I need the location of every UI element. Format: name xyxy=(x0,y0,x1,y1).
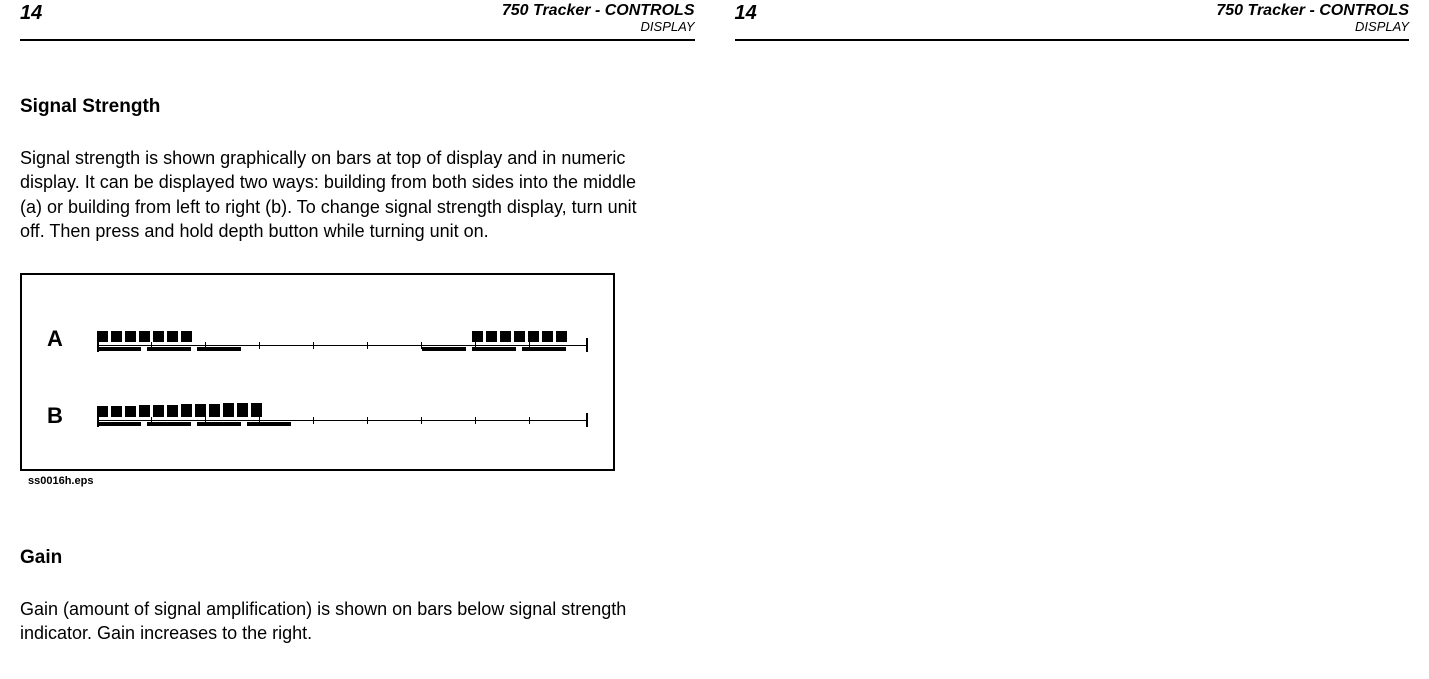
diagram-row-a: A xyxy=(47,305,588,372)
doc-title: 750 Tracker - CONTROLS xyxy=(502,2,695,20)
doc-subtitle: DISPLAY xyxy=(641,19,695,34)
bar-area-b xyxy=(97,399,588,429)
page-content: Signal Strength Signal strength is shown… xyxy=(20,41,695,646)
doc-subtitle-right: DISPLAY xyxy=(1355,19,1409,34)
heading-signal-strength: Signal Strength xyxy=(20,96,695,118)
diagram-label-a: A xyxy=(47,326,97,352)
page-number-right: 14 xyxy=(735,2,757,25)
diagram-row-b: B xyxy=(47,372,588,439)
page-number: 14 xyxy=(20,2,42,25)
body-gain: Gain (amount of signal amplification) is… xyxy=(20,597,640,646)
doc-title-right: 750 Tracker - CONTROLS xyxy=(1216,2,1409,20)
page-right: 14 750 Tracker - CONTROLS DISPLAY xyxy=(715,0,1429,679)
heading-gain: Gain xyxy=(20,547,695,569)
body-signal-strength: Signal strength is shown graphically on … xyxy=(20,146,640,243)
header-right-2: 750 Tracker - CONTROLS DISPLAY xyxy=(757,2,1409,34)
diagram-caption: ss0016h.eps xyxy=(28,475,695,487)
bar-area-a xyxy=(97,324,588,354)
diagram-label-b: B xyxy=(47,403,97,429)
header-right: 750 Tracker - CONTROLS DISPLAY xyxy=(42,2,694,34)
diagram-box: A B xyxy=(20,273,615,471)
page-left: 14 750 Tracker - CONTROLS DISPLAY Signal… xyxy=(0,0,715,679)
page-header: 14 750 Tracker - CONTROLS DISPLAY xyxy=(20,0,695,41)
page-header-right: 14 750 Tracker - CONTROLS DISPLAY xyxy=(735,0,1410,41)
